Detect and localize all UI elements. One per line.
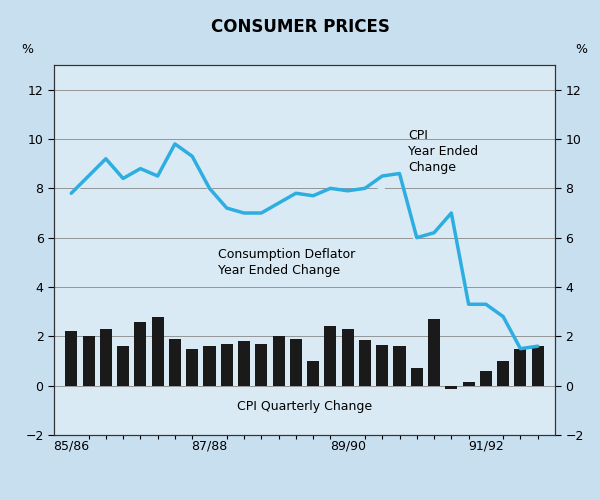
Bar: [65, 332, 77, 386]
Bar: [272, 336, 284, 386]
Bar: [359, 340, 371, 386]
Bar: [411, 368, 423, 386]
Bar: [497, 361, 509, 386]
Bar: [480, 371, 492, 386]
Bar: [83, 336, 95, 386]
Bar: [325, 326, 337, 386]
Text: CPI
Year Ended
Change: CPI Year Ended Change: [408, 129, 478, 174]
Bar: [290, 339, 302, 386]
Text: CPI Quarterly Change: CPI Quarterly Change: [237, 400, 372, 413]
Text: CONSUMER PRICES: CONSUMER PRICES: [211, 18, 389, 36]
Bar: [134, 322, 146, 386]
Text: %: %: [575, 43, 587, 56]
Text: %: %: [22, 43, 34, 56]
Bar: [169, 339, 181, 386]
Bar: [238, 342, 250, 386]
Bar: [394, 346, 406, 386]
Bar: [221, 344, 233, 386]
Bar: [152, 316, 164, 386]
Bar: [341, 329, 354, 386]
Bar: [376, 345, 388, 386]
Bar: [514, 348, 526, 386]
Bar: [428, 319, 440, 386]
Bar: [186, 348, 198, 386]
Bar: [532, 346, 544, 386]
Bar: [307, 361, 319, 386]
Bar: [203, 346, 215, 386]
Bar: [445, 386, 457, 390]
Text: Consumption Deflator
Year Ended Change: Consumption Deflator Year Ended Change: [218, 248, 355, 276]
Bar: [100, 329, 112, 386]
Bar: [463, 382, 475, 386]
Bar: [117, 346, 129, 386]
Bar: [255, 344, 268, 386]
